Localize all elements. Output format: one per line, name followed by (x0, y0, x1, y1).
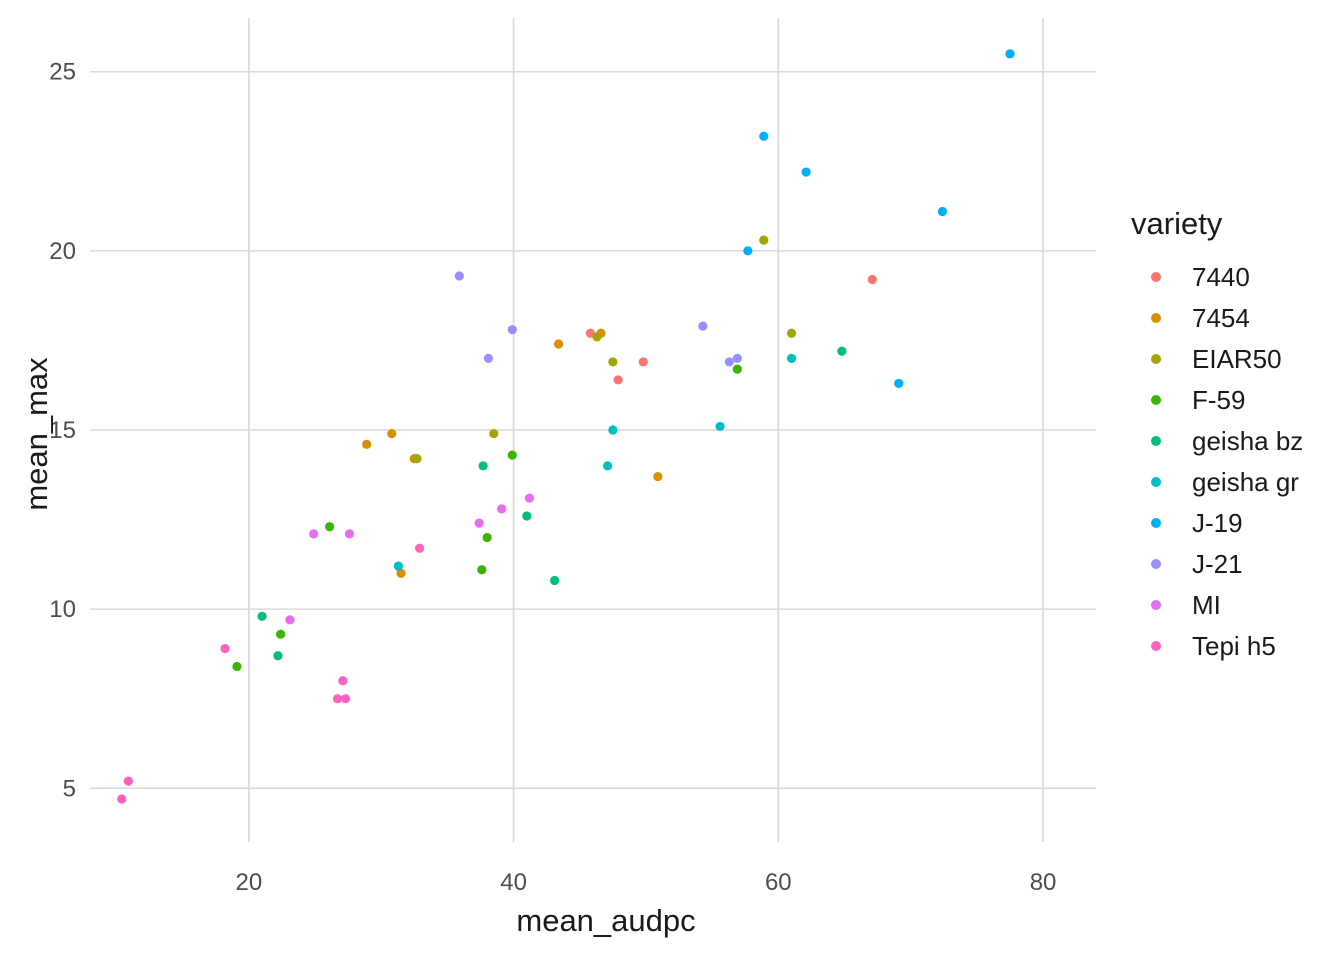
data-point (324, 522, 335, 532)
data-point (273, 651, 283, 661)
data-point (393, 561, 404, 571)
legend-label: geisha bz (1192, 426, 1303, 456)
data-point (414, 543, 425, 553)
data-point (257, 611, 267, 621)
legend-label: Tepi h5 (1192, 631, 1276, 661)
data-point (497, 504, 507, 514)
grid-lines (90, 18, 1096, 842)
data-point (937, 206, 948, 217)
x-axis-title: mean_audpc (516, 903, 695, 938)
data-point (524, 493, 535, 503)
data-point (478, 461, 488, 471)
data-point (592, 332, 602, 342)
legend-key (1151, 518, 1161, 528)
x-tick-label: 40 (500, 869, 527, 896)
data-point (732, 364, 742, 374)
data-point (743, 246, 753, 256)
data-point (786, 353, 797, 363)
legend-key (1151, 559, 1161, 569)
data-point (285, 615, 295, 625)
legend-label: MI (1192, 590, 1221, 620)
legend-label: EIAR50 (1192, 344, 1282, 374)
data-point (608, 425, 618, 435)
legend-key (1151, 600, 1161, 610)
data-point (550, 575, 560, 586)
data-point (309, 529, 319, 539)
data-point (123, 776, 133, 786)
data-point (477, 565, 487, 575)
data-point (1005, 49, 1015, 59)
legend-key (1151, 436, 1161, 446)
y-tick-label: 5 (63, 775, 76, 802)
legend-label: geisha gr (1192, 467, 1299, 497)
data-point (653, 471, 663, 482)
x-tick-label: 60 (765, 869, 792, 896)
data-point (507, 450, 517, 460)
tick-labels: 20 40 60 80 5 10 15 20 25 (49, 59, 1056, 896)
data-point (362, 439, 372, 449)
data-point (396, 568, 406, 578)
data-point (483, 353, 494, 363)
data-point (117, 794, 127, 804)
legend-key (1151, 354, 1161, 364)
legend-label: J-21 (1192, 549, 1243, 579)
y-tick-label: 25 (49, 59, 76, 86)
legend-key (1151, 272, 1161, 282)
data-point (553, 339, 564, 349)
y-tick-label: 20 (49, 238, 76, 265)
data-point (894, 378, 904, 389)
data-point (522, 511, 532, 521)
y-tick-label: 10 (49, 596, 76, 623)
data-point (232, 661, 242, 672)
data-point (276, 629, 286, 639)
data-point (220, 643, 230, 654)
legend-label: 7454 (1192, 303, 1250, 333)
legend-label: F-59 (1192, 385, 1245, 415)
data-point (698, 321, 708, 331)
data-point (837, 346, 847, 356)
data-point (412, 454, 422, 464)
legend-key (1151, 477, 1161, 487)
data-point (801, 167, 811, 177)
y-tick-label: 15 (49, 417, 76, 444)
x-tick-label: 20 (235, 869, 262, 896)
legend: variety 7440 7454 EIAR50 F-59 geisha bz geish… (1131, 206, 1303, 661)
legend-key (1151, 313, 1161, 323)
legend-key (1151, 395, 1161, 405)
data-point (482, 532, 492, 543)
y-axis-title: mean_max (19, 357, 54, 511)
x-tick-label: 80 (1030, 869, 1057, 896)
data-point (613, 375, 623, 385)
data-point (338, 676, 348, 686)
legend-label: 7440 (1192, 262, 1250, 292)
data-point (759, 131, 769, 141)
data-point (724, 357, 734, 367)
data-point (387, 428, 397, 439)
data-point (732, 353, 742, 363)
legend-title: variety (1131, 206, 1223, 241)
data-point (454, 271, 464, 281)
data-point (602, 461, 613, 471)
data-point (759, 235, 769, 245)
data-point (608, 357, 618, 367)
data-point (340, 694, 351, 704)
data-point (332, 694, 343, 704)
data-point (344, 529, 355, 539)
data-point (489, 428, 499, 439)
data-point (867, 274, 877, 285)
data-point (638, 357, 648, 367)
data-point (474, 518, 484, 528)
legend-label: J-19 (1192, 508, 1243, 538)
data-point (715, 421, 725, 432)
data-point (507, 325, 517, 335)
data-points (117, 49, 1015, 804)
legend-key (1151, 641, 1161, 651)
data-point (786, 328, 797, 338)
